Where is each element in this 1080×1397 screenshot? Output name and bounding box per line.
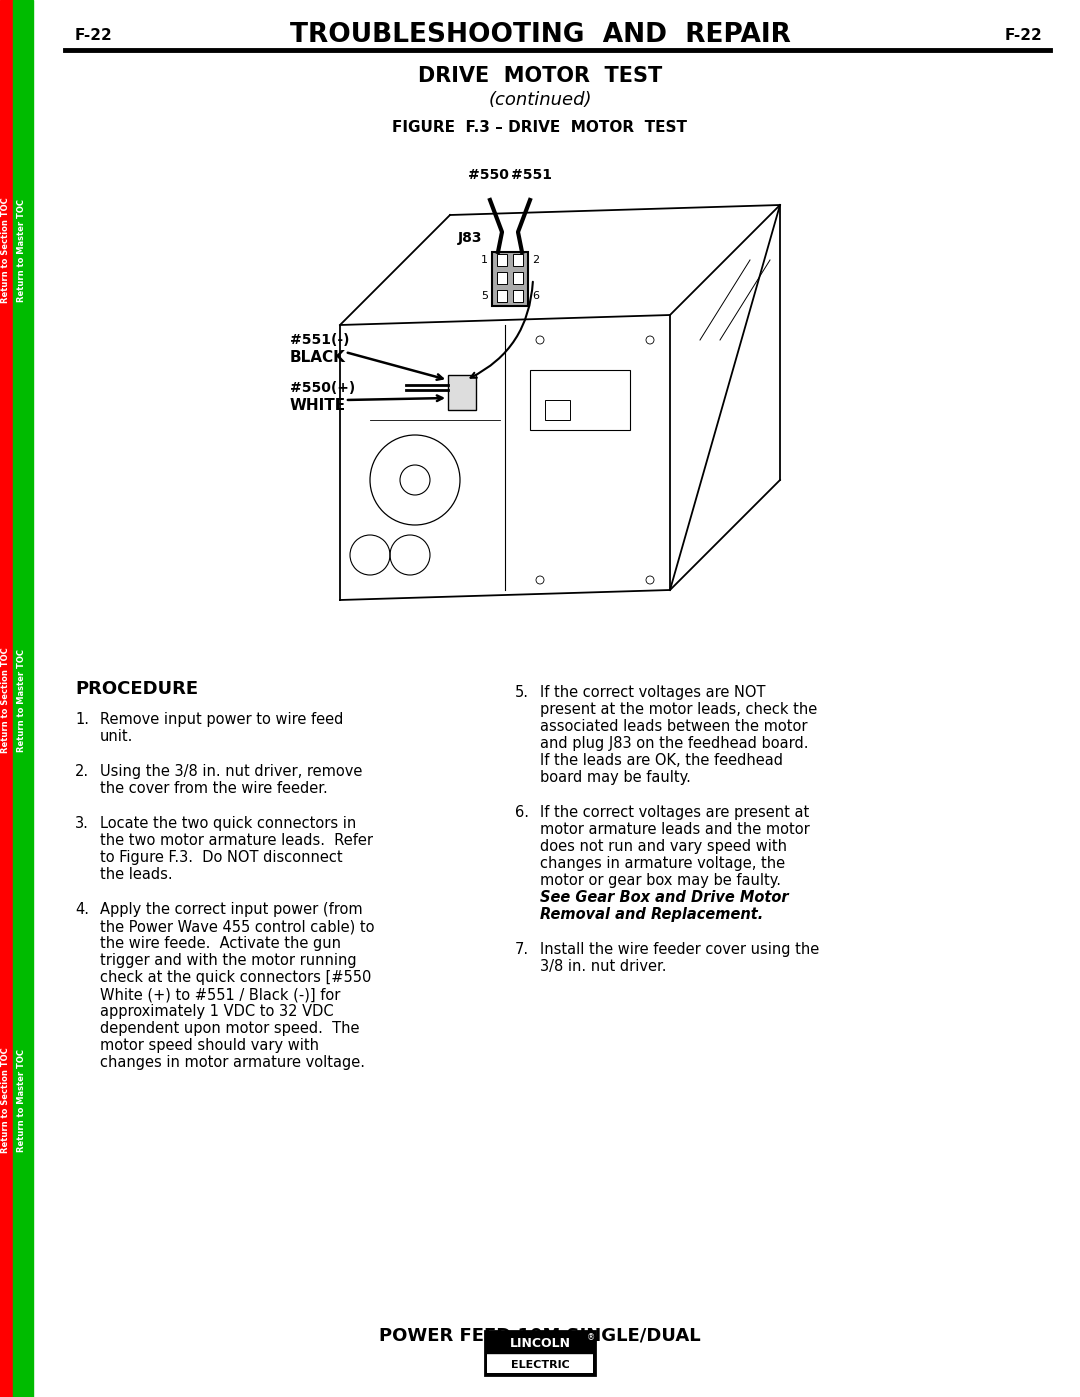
- Text: Remove input power to wire feed: Remove input power to wire feed: [100, 712, 343, 726]
- Bar: [13, 0, 33, 1397]
- Bar: [0, 0, 13, 1397]
- Text: the cover from the wire feeder.: the cover from the wire feeder.: [100, 781, 327, 796]
- Text: check at the quick connectors [#550: check at the quick connectors [#550: [100, 970, 372, 985]
- Bar: [497, 272, 507, 284]
- Text: If the correct voltages are present at: If the correct voltages are present at: [540, 805, 809, 820]
- Text: POWER FEED 10M SINGLE/DUAL: POWER FEED 10M SINGLE/DUAL: [379, 1326, 701, 1344]
- Bar: [530, 370, 630, 430]
- Text: does not run and vary speed with: does not run and vary speed with: [540, 840, 787, 854]
- Text: 1.: 1.: [75, 712, 89, 726]
- Text: If the correct voltages are NOT: If the correct voltages are NOT: [540, 685, 766, 700]
- Text: 3/8 in. nut driver.: 3/8 in. nut driver.: [540, 958, 666, 974]
- Text: Apply the correct input power (from: Apply the correct input power (from: [100, 902, 363, 916]
- Text: and plug J83 on the feedhead board.: and plug J83 on the feedhead board.: [540, 736, 809, 752]
- Text: FIGURE  F.3 – DRIVE  MOTOR  TEST: FIGURE F.3 – DRIVE MOTOR TEST: [392, 120, 688, 136]
- Text: #550(+): #550(+): [291, 381, 355, 395]
- Text: approximately 1 VDC to 32 VDC: approximately 1 VDC to 32 VDC: [100, 1004, 334, 1018]
- Bar: [513, 254, 523, 265]
- Bar: [513, 272, 523, 284]
- Text: board may be faulty.: board may be faulty.: [540, 770, 691, 785]
- Text: the wire feede.  Activate the gun: the wire feede. Activate the gun: [100, 936, 341, 951]
- Text: changes in motor armature voltage.: changes in motor armature voltage.: [100, 1055, 365, 1070]
- Text: dependent upon motor speed.  The: dependent upon motor speed. The: [100, 1021, 360, 1037]
- Text: ®: ®: [588, 1333, 595, 1343]
- Text: 5: 5: [481, 291, 488, 300]
- Bar: [487, 1354, 593, 1373]
- Text: 6: 6: [532, 291, 539, 300]
- Text: #550: #550: [468, 168, 509, 182]
- Text: Return to Section TOC: Return to Section TOC: [1, 1048, 11, 1153]
- Text: 1: 1: [481, 256, 488, 265]
- Text: to Figure F.3.  Do NOT disconnect: to Figure F.3. Do NOT disconnect: [100, 849, 342, 865]
- Text: unit.: unit.: [100, 729, 133, 745]
- Text: Return to Section TOC: Return to Section TOC: [1, 647, 11, 753]
- Text: WHITE: WHITE: [291, 398, 346, 414]
- Text: 4.: 4.: [75, 902, 89, 916]
- Text: motor or gear box may be faulty.: motor or gear box may be faulty.: [540, 873, 781, 888]
- Text: 2.: 2.: [75, 764, 90, 780]
- Text: associated leads between the motor: associated leads between the motor: [540, 719, 808, 733]
- Bar: [497, 291, 507, 302]
- Text: present at the motor leads, check the: present at the motor leads, check the: [540, 703, 818, 717]
- Text: Using the 3/8 in. nut driver, remove: Using the 3/8 in. nut driver, remove: [100, 764, 363, 780]
- Text: Locate the two quick connectors in: Locate the two quick connectors in: [100, 816, 356, 831]
- Text: White (+) to #551 / Black (-)] for: White (+) to #551 / Black (-)] for: [100, 988, 340, 1002]
- Text: If the leads are OK, the feedhead: If the leads are OK, the feedhead: [540, 753, 783, 768]
- Text: motor speed should vary with: motor speed should vary with: [100, 1038, 319, 1053]
- Bar: [545, 400, 570, 420]
- Text: TROUBLESHOOTING  AND  REPAIR: TROUBLESHOOTING AND REPAIR: [289, 22, 791, 47]
- Text: #551(-): #551(-): [291, 332, 350, 346]
- Text: the leads.: the leads.: [100, 868, 173, 882]
- Text: 5.: 5.: [515, 685, 529, 700]
- Text: 6.: 6.: [515, 805, 529, 820]
- Text: F-22: F-22: [75, 28, 112, 42]
- Text: ELECTRIC: ELECTRIC: [511, 1361, 569, 1370]
- Bar: [492, 251, 528, 306]
- Text: Return to Master TOC: Return to Master TOC: [17, 198, 27, 302]
- Bar: [513, 291, 523, 302]
- Text: #551: #551: [512, 168, 553, 182]
- Text: J83: J83: [458, 231, 482, 244]
- Text: Return to Section TOC: Return to Section TOC: [1, 197, 11, 303]
- Text: See Gear Box and Drive Motor: See Gear Box and Drive Motor: [540, 890, 788, 905]
- Text: Install the wire feeder cover using the: Install the wire feeder cover using the: [540, 942, 820, 957]
- Text: LINCOLN: LINCOLN: [510, 1337, 570, 1350]
- Text: 3.: 3.: [75, 816, 89, 831]
- Text: DRIVE  MOTOR  TEST: DRIVE MOTOR TEST: [418, 66, 662, 87]
- Text: BLACK: BLACK: [291, 351, 346, 366]
- Bar: [497, 254, 507, 265]
- Text: trigger and with the motor running: trigger and with the motor running: [100, 953, 356, 968]
- Text: changes in armature voltage, the: changes in armature voltage, the: [540, 856, 785, 870]
- Bar: [448, 374, 476, 409]
- Text: Removal and Replacement.: Removal and Replacement.: [540, 907, 764, 922]
- Text: Return to Master TOC: Return to Master TOC: [17, 648, 27, 752]
- Text: (continued): (continued): [488, 91, 592, 109]
- Text: Return to Master TOC: Return to Master TOC: [17, 1049, 27, 1151]
- Text: the Power Wave 455 control cable) to: the Power Wave 455 control cable) to: [100, 919, 375, 935]
- Text: 2: 2: [532, 256, 539, 265]
- Text: F-22: F-22: [1005, 28, 1043, 42]
- Text: the two motor armature leads.  Refer: the two motor armature leads. Refer: [100, 833, 373, 848]
- Text: PROCEDURE: PROCEDURE: [75, 680, 198, 698]
- Text: 7.: 7.: [515, 942, 529, 957]
- Bar: [485, 1331, 595, 1375]
- Text: motor armature leads and the motor: motor armature leads and the motor: [540, 821, 810, 837]
